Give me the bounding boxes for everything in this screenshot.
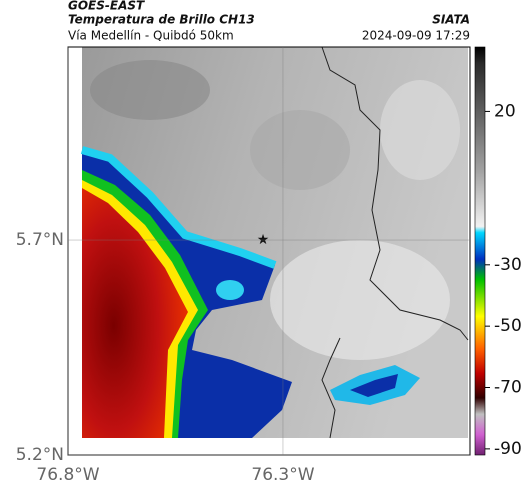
x-tick-label: 76.3°W	[251, 465, 314, 485]
y-tick-label: 5.7°N	[16, 230, 64, 250]
cloud	[270, 240, 450, 360]
core	[82, 188, 188, 438]
title: GOES-EAST	[68, 0, 145, 13]
cold-cell	[216, 280, 244, 300]
colorbar-tick-label: -70	[494, 378, 522, 398]
colorbar-tick-label: -30	[494, 255, 522, 275]
subtitle: Temperatura de Brillo CH13	[68, 13, 255, 27]
colorbar-tick-label: -50	[494, 316, 522, 336]
cold-cell-core	[350, 374, 398, 397]
colorbar	[474, 46, 486, 456]
source: SIATA	[432, 13, 470, 27]
cold-edge	[80, 146, 277, 269]
timestamp: 2024-09-09 17:29	[362, 29, 470, 43]
y-tick-label: 5.2°N	[16, 445, 64, 465]
cloud	[380, 80, 460, 180]
cloud	[250, 110, 350, 190]
boundary	[321, 337, 341, 439]
boundary	[321, 46, 469, 341]
colorbar-tick-label: 20	[494, 101, 516, 121]
route: Vía Medellín - Quibdó 50km	[68, 29, 234, 43]
colorbar-tick-label: -90	[494, 439, 522, 459]
imagery: ★	[80, 46, 469, 439]
cloud	[90, 60, 210, 120]
x-tick-label: 76.8°W	[36, 465, 99, 485]
